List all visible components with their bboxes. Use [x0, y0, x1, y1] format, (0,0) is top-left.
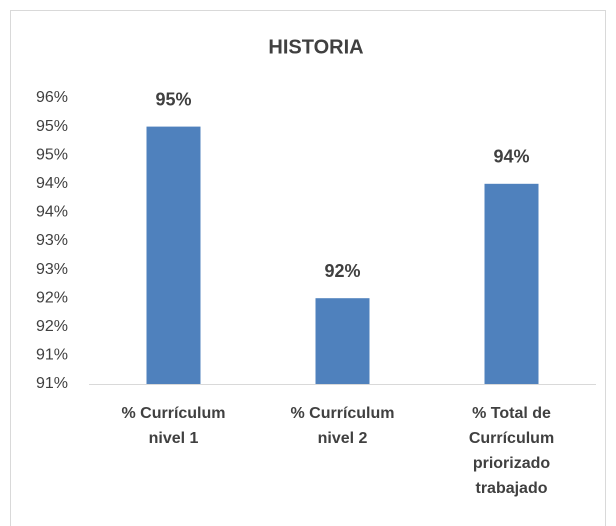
data-label: 94% [493, 147, 529, 167]
y-tick-label: 93% [36, 261, 68, 278]
y-tick-label: 93% [36, 232, 68, 249]
bar [484, 183, 539, 384]
y-tick-label: 92% [36, 289, 68, 306]
x-tick-label: % Total de Currículum priorizado trabajado [469, 405, 554, 497]
y-tick-label: 96% [36, 89, 68, 106]
y-tick-label: 91% [36, 347, 68, 364]
data-label: 95% [155, 89, 191, 109]
y-tick-label: 91% [36, 375, 68, 392]
bar [315, 298, 370, 384]
y-tick-label: 94% [36, 204, 68, 221]
chart-title: HISTORIA [268, 36, 363, 58]
x-tick-label: % Currículum nivel 1 [121, 405, 225, 447]
y-tick-label: 95% [36, 146, 68, 163]
data-label: 92% [324, 261, 360, 281]
y-tick-label: 92% [36, 318, 68, 335]
x-tick-label: % Currículum nivel 2 [290, 405, 394, 447]
bar [146, 126, 201, 384]
y-tick-label: 95% [36, 118, 68, 135]
y-tick-label: 94% [36, 175, 68, 192]
